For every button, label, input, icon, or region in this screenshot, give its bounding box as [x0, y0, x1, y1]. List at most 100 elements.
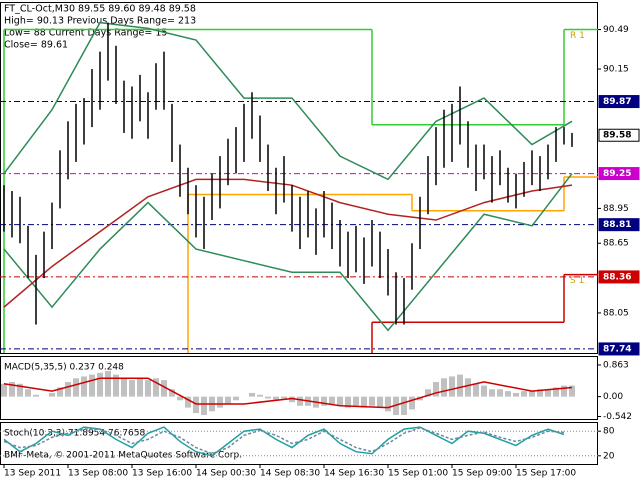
macd-bar: [273, 396, 279, 401]
macd-bar: [561, 385, 567, 397]
y-tick-label: 90.15: [603, 65, 629, 75]
macd-bar: [129, 380, 135, 397]
indicator-line: [3, 21, 573, 181]
macd-bar: [377, 396, 383, 408]
macd-bar: [65, 381, 71, 397]
level-box: [598, 218, 640, 232]
macd-bar: [33, 394, 39, 397]
stoch-panel: [0, 422, 598, 465]
stoch-line: [3, 427, 565, 455]
macd-bar: [345, 396, 351, 408]
level-label: 88.81: [603, 220, 631, 230]
y-tick-label: 88.65: [603, 239, 629, 249]
x-tick-label: 15 Sep 17:00: [516, 469, 576, 479]
macd-bar: [97, 372, 103, 397]
macd-bar: [553, 387, 559, 397]
signal-line: [3, 377, 573, 409]
level-box: [598, 128, 640, 142]
macd-bar: [169, 389, 175, 397]
macd-bar: [105, 370, 111, 397]
macd-bar: [369, 396, 375, 406]
level-label: 87.74: [603, 344, 631, 354]
header-line: Close= 89.61: [4, 40, 68, 51]
macd-bar: [281, 396, 287, 399]
macd-bar: [457, 374, 463, 397]
macd-bar: [513, 392, 519, 397]
level-label: 89.58: [603, 131, 631, 141]
level-box: [598, 342, 640, 356]
macd-bar: [89, 374, 95, 397]
macd-bar: [153, 378, 159, 397]
level-box: [598, 167, 640, 181]
level-box: [598, 270, 640, 284]
y-tick-label: 0.863: [603, 360, 629, 370]
macd-bar: [81, 376, 87, 397]
macd-bar: [521, 391, 527, 397]
macd-bar: [353, 396, 359, 406]
macd-bar: [297, 396, 303, 406]
macd-bar: [321, 396, 327, 406]
stoch-title: Stoch(10,3,3) 71.8954 76.7658: [4, 429, 145, 439]
x-tick-label: 14 Sep 16:30: [324, 469, 384, 479]
pivot-label: R 1: [570, 31, 585, 41]
macd-bar: [329, 396, 335, 404]
macd-bar: [17, 383, 23, 397]
macd-bar: [1, 383, 7, 397]
macd-bar: [289, 396, 295, 403]
x-tick-label: 15 Sep 01:00: [388, 469, 448, 479]
header-line: FT_CL-Oct,M30 89.55 89.60 89.48 89.58: [4, 4, 196, 15]
macd-bar: [337, 396, 343, 406]
level-label: 89.87: [603, 97, 631, 107]
macd-bar: [529, 391, 535, 397]
macd-bar: [569, 385, 575, 397]
macd-bar: [201, 396, 207, 415]
level-box: [598, 95, 640, 109]
macd-bar: [113, 374, 119, 397]
macd-bar: [25, 389, 31, 397]
macd-bar: [145, 380, 151, 397]
macd-title: MACD(5,35,5) 0.237 0.248: [4, 363, 124, 373]
level-label: 88.36: [603, 272, 631, 282]
y-tick-label: -0.542: [603, 412, 632, 422]
x-tick-label: 15 Sep 09:00: [452, 469, 512, 479]
header-line: High= 90.13 Previous Days Range= 213: [4, 16, 196, 27]
macd-bar: [425, 389, 431, 397]
macd-bar: [409, 396, 415, 410]
indicator-line: [3, 178, 573, 308]
macd-bar: [73, 378, 79, 397]
macd-bar: [233, 396, 239, 401]
macd-bar: [193, 396, 199, 414]
macd-bar: [137, 378, 143, 397]
macd-bar: [489, 389, 495, 397]
header-line: Low= 88 Current Days Range= 15: [4, 28, 167, 39]
y-tick-label: 88.95: [603, 204, 629, 214]
macd-bar: [537, 389, 543, 397]
macd-bar: [265, 396, 271, 399]
macd-bar: [57, 387, 63, 397]
y-tick-label: 80: [603, 427, 615, 437]
x-tick-label: 13 Sep 08:00: [68, 469, 128, 479]
level-label: 89.25: [603, 169, 631, 179]
macd-bar: [545, 389, 551, 397]
macd-bar: [49, 392, 55, 397]
macd-bar: [177, 396, 183, 401]
y-tick-label: 88.05: [603, 308, 629, 318]
macd-bar: [433, 381, 439, 397]
macd-bar: [361, 396, 367, 408]
macd-bar: [257, 394, 263, 397]
main-panel: [0, 2, 598, 354]
macd-bar: [505, 391, 511, 397]
y-tick-label: 0.00: [603, 392, 623, 402]
macd-bar: [161, 380, 167, 397]
pivot-label: S 1: [570, 276, 584, 286]
macd-bar: [249, 392, 255, 397]
macd-panel: [0, 356, 598, 420]
macd-bar: [385, 396, 391, 412]
macd-bar: [497, 389, 503, 397]
macd-bar: [441, 378, 447, 397]
macd-bar: [465, 378, 471, 397]
macd-bar: [401, 396, 407, 415]
macd-bar: [225, 396, 231, 404]
